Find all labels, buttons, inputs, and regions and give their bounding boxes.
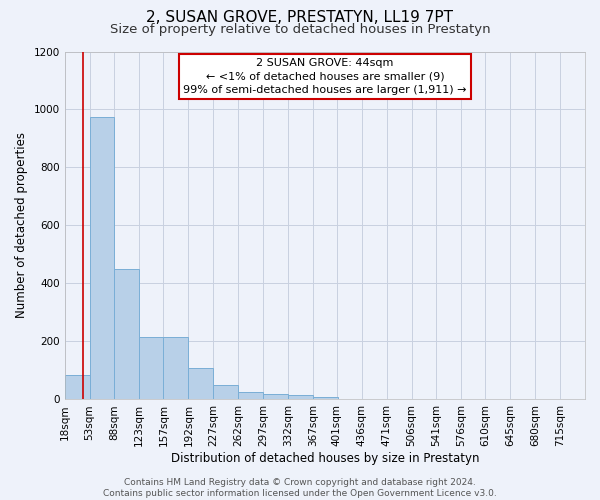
Bar [163,337,188,400]
Bar [313,396,338,400]
Text: 2 SUSAN GROVE: 44sqm
← <1% of detached houses are smaller (9)
99% of semi-detach: 2 SUSAN GROVE: 44sqm ← <1% of detached h… [183,58,467,95]
Bar [213,385,238,400]
Bar [89,116,115,400]
Bar [263,394,288,400]
Bar [65,375,89,400]
Bar [238,392,263,400]
Bar [288,395,313,400]
Text: Contains HM Land Registry data © Crown copyright and database right 2024.
Contai: Contains HM Land Registry data © Crown c… [103,478,497,498]
Text: 2, SUSAN GROVE, PRESTATYN, LL19 7PT: 2, SUSAN GROVE, PRESTATYN, LL19 7PT [146,10,454,25]
Bar [188,368,213,400]
Bar [139,337,164,400]
Bar [115,269,139,400]
Y-axis label: Number of detached properties: Number of detached properties [15,132,28,318]
X-axis label: Distribution of detached houses by size in Prestatyn: Distribution of detached houses by size … [170,452,479,465]
Text: Size of property relative to detached houses in Prestatyn: Size of property relative to detached ho… [110,22,490,36]
